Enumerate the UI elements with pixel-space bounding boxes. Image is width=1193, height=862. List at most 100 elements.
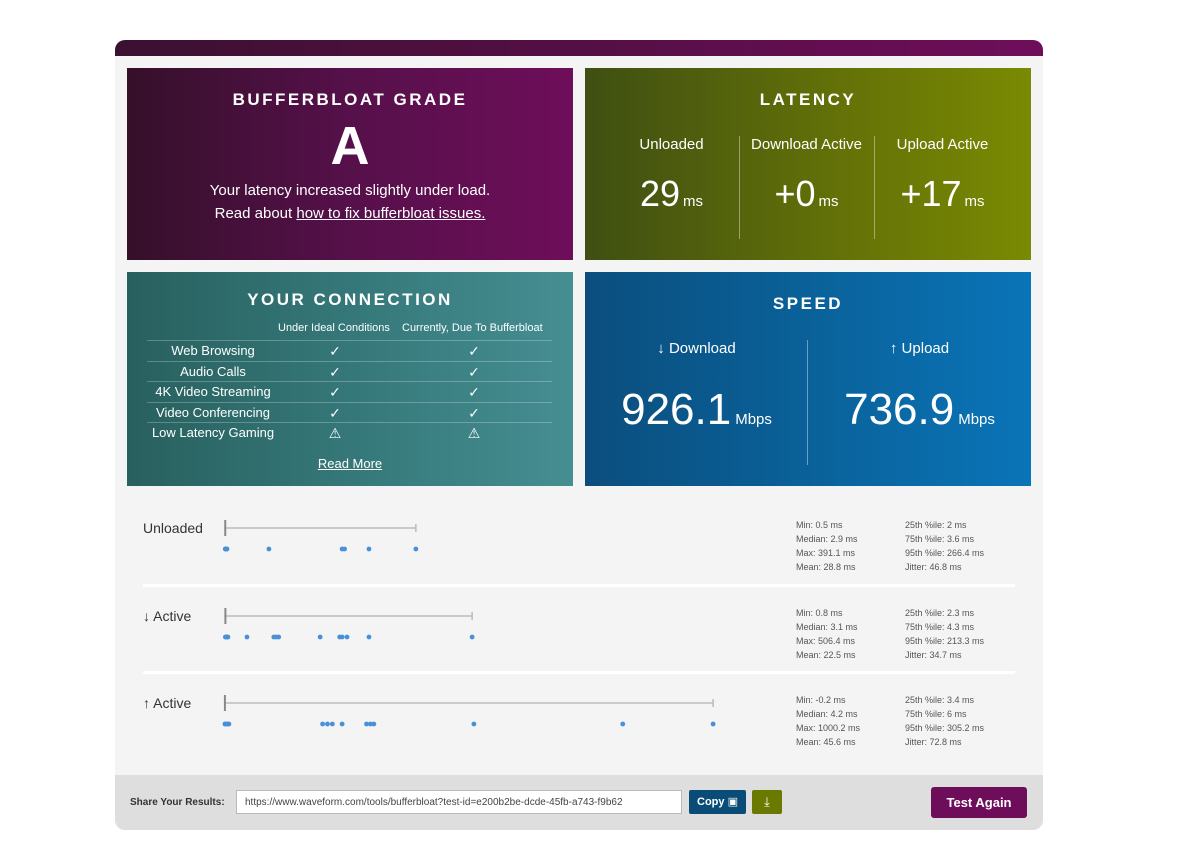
latency-unloaded-label: Unloaded	[639, 136, 704, 153]
latency-upload-label: Upload Active	[896, 136, 989, 153]
latency-unloaded: Unloaded 29 ms	[604, 136, 739, 239]
check-icon: ✓	[468, 404, 480, 421]
latency-download-label: Download Active	[751, 136, 862, 153]
latency-sample-dot	[244, 634, 250, 640]
stat-line: Max: 506.4 ms	[796, 636, 856, 646]
grade-read-about: Read about how to fix bufferbloat issues…	[127, 205, 573, 222]
stats-right: 25th %ile: 2 ms 75th %ile: 3.6 ms 95th %il…	[905, 518, 984, 574]
results-panel: BUFFERBLOAT GRADE A Your latency increas…	[115, 40, 1043, 830]
stat-line: Jitter: 34.7 ms	[905, 650, 962, 660]
stat-line: Min: 0.5 ms	[796, 520, 843, 530]
stat-line: 25th %ile: 2 ms	[905, 520, 967, 530]
latency-divider	[739, 136, 740, 239]
copy-icon: ▣	[727, 796, 738, 808]
stats-left: Min: 0.8 ms Median: 3.1 ms Max: 506.4 ms Me…	[796, 606, 858, 662]
latency-sample-dot	[364, 721, 369, 727]
stats-right: 25th %ile: 3.4 ms 75th %ile: 6 ms 95th %il…	[905, 693, 984, 749]
latency-download-active: Download Active +0 ms	[739, 136, 874, 239]
latency-sample-dot	[469, 634, 475, 640]
latency-sample-dot	[368, 721, 373, 727]
share-bar: Share Your Results: Copy ▣ ⤓ Test Again	[115, 775, 1043, 830]
connection-row-name: Audio Calls	[180, 363, 246, 379]
check-icon: ✓	[329, 363, 341, 380]
stat-line: Median: 2.9 ms	[796, 534, 858, 544]
grade-letter: A	[330, 116, 370, 176]
upload-label: ↑ Upload	[889, 340, 950, 357]
read-more-link[interactable]: Read More	[317, 456, 383, 471]
stat-line: Min: -0.2 ms	[796, 695, 846, 705]
stat-line: 25th %ile: 3.4 ms	[905, 695, 975, 705]
latency-upload-value: +17	[900, 173, 962, 214]
latency-title: LATENCY	[759, 90, 857, 109]
stat-line: Max: 391.1 ms	[796, 548, 856, 558]
latency-sample-dot	[320, 721, 325, 727]
latency-sample-dot	[342, 546, 347, 552]
latency-sample-dot	[710, 721, 716, 727]
distribution-label: Unloaded	[143, 520, 203, 536]
copy-button[interactable]: Copy ▣	[689, 790, 746, 814]
speed-upload: ↑ Upload 736.9 Mbps	[808, 340, 1031, 435]
latency-sample-dot	[339, 634, 345, 640]
distribution-plot	[222, 695, 716, 727]
latency-sample-dot	[366, 546, 372, 552]
check-icon: ✓	[468, 363, 480, 380]
stat-line: 95th %ile: 213.3 ms	[905, 636, 985, 646]
share-label: Share Your Results:	[130, 797, 225, 808]
latency-upload-active: Upload Active +17 ms	[875, 136, 1010, 239]
latency-sample-dot	[413, 546, 419, 552]
connection-row-name: 4K Video Streaming	[155, 384, 271, 399]
check-icon: ✓	[329, 384, 341, 400]
distribution-plot	[222, 608, 475, 640]
latency-sample-dot	[471, 721, 477, 727]
speed-divider	[807, 340, 808, 465]
latency-sample-dot	[366, 634, 372, 640]
stats-left: Min: -0.2 ms Median: 4.2 ms Max: 1000.2 ms…	[796, 693, 860, 749]
latency-upload-unit: ms	[964, 193, 985, 210]
check-icon: ✓	[329, 404, 341, 421]
connection-row-name: Low Latency Gaming	[151, 425, 275, 440]
latency-sample-dot	[276, 634, 282, 640]
download-button[interactable]: ⤓	[752, 790, 782, 814]
latency-sample-dot	[226, 721, 232, 727]
distribution-separator	[143, 671, 1015, 674]
stat-line: Min: 0.8 ms	[796, 608, 843, 618]
stat-line: Median: 3.1 ms	[796, 622, 858, 632]
fix-bufferbloat-link[interactable]: how to fix bufferbloat issues.	[296, 205, 486, 222]
connection-row: Web Browsing ✓ ✓	[147, 340, 552, 361]
latency-unloaded-unit: ms	[683, 193, 704, 210]
connection-row: Low Latency Gaming ⚠ ⚠	[147, 422, 552, 443]
copy-label: Copy	[697, 796, 725, 808]
stat-line: 95th %ile: 305.2 ms	[905, 723, 985, 733]
latency-sample-dot	[225, 634, 231, 640]
stat-line: 25th %ile: 2.3 ms	[905, 608, 975, 618]
latency-download-value: +0	[774, 173, 816, 214]
share-url-input[interactable]	[236, 790, 682, 814]
speed-title: SPEED	[772, 294, 844, 313]
warning-icon: ⚠	[328, 425, 342, 441]
connection-title: YOUR CONNECTION	[247, 290, 453, 309]
latency-divider	[874, 136, 875, 239]
download-icon: ⤓	[764, 794, 770, 809]
speed-download: ↓ Download 926.1 Mbps	[585, 340, 808, 435]
test-again-button[interactable]: Test Again	[931, 787, 1027, 818]
upload-value: 736.9	[844, 385, 955, 434]
bufferbloat-grade-card: BUFFERBLOAT GRADE A Your latency increas…	[127, 68, 573, 260]
stat-line: Max: 1000.2 ms	[796, 723, 861, 733]
latency-sample-dot	[266, 546, 272, 552]
download-unit: Mbps	[735, 411, 772, 428]
connection-row-name: Web Browsing	[171, 343, 255, 358]
stat-line: 75th %ile: 4.3 ms	[905, 622, 975, 632]
latency-unloaded-value: 29	[639, 173, 681, 214]
distribution-separator	[143, 584, 1015, 587]
stats-left: Min: 0.5 ms Median: 2.9 ms Max: 391.1 ms Me…	[796, 518, 858, 574]
stat-line: 95th %ile: 266.4 ms	[905, 548, 985, 558]
check-icon: ✓	[468, 343, 480, 359]
distribution-plot	[222, 520, 419, 552]
download-value: 926.1	[621, 385, 732, 434]
latency-sample-dot	[317, 634, 323, 640]
speed-card: SPEED ↓ Download 926.1 Mbps ↑ Upload 736.…	[585, 272, 1031, 486]
read-about-text: Read about	[214, 205, 293, 222]
connection-row: Audio Calls ✓ ✓	[147, 360, 552, 382]
latency-card: LATENCY Unloaded 29 ms Download Active +0…	[585, 68, 1031, 260]
warning-icon: ⚠	[467, 425, 481, 441]
